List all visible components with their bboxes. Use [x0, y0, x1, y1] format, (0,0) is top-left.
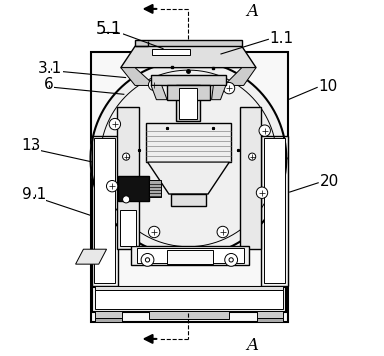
Polygon shape [91, 61, 286, 256]
Bar [257, 318, 283, 322]
Text: 5.1: 5.1 [96, 20, 122, 38]
Polygon shape [121, 68, 155, 85]
Text: 1.1: 1.1 [270, 31, 294, 46]
Bar [131, 246, 249, 265]
Bar [151, 75, 226, 85]
Circle shape [122, 196, 130, 203]
Bar [95, 290, 283, 309]
Circle shape [248, 153, 256, 160]
Polygon shape [121, 46, 256, 68]
Bar [95, 318, 122, 322]
Bar [170, 194, 206, 206]
Circle shape [146, 258, 150, 262]
Circle shape [259, 125, 270, 136]
Bar [264, 138, 285, 283]
Polygon shape [151, 85, 167, 100]
Circle shape [106, 180, 118, 192]
Bar [152, 49, 190, 55]
Bar [120, 210, 136, 246]
Circle shape [122, 153, 130, 160]
Circle shape [141, 253, 154, 266]
Bar [262, 136, 288, 286]
Bar [92, 136, 118, 286]
Circle shape [223, 83, 235, 94]
Text: 10: 10 [318, 79, 338, 94]
Text: 13: 13 [21, 138, 40, 153]
Bar [135, 40, 242, 46]
Polygon shape [76, 249, 106, 264]
Circle shape [149, 79, 160, 90]
Bar [149, 180, 161, 197]
Polygon shape [212, 85, 226, 100]
Bar [94, 138, 116, 283]
Text: 20: 20 [319, 174, 339, 189]
Bar [91, 52, 288, 322]
Circle shape [229, 258, 233, 262]
Bar [149, 311, 229, 319]
Text: 9.1: 9.1 [22, 187, 46, 201]
Bar [118, 176, 149, 201]
Bar [257, 311, 283, 319]
Bar [167, 250, 214, 264]
Text: A: A [246, 3, 258, 20]
Bar [92, 287, 286, 312]
Bar [117, 107, 139, 249]
Bar [179, 88, 197, 119]
Bar [146, 123, 231, 162]
Text: A: A [246, 337, 258, 354]
Bar [95, 311, 122, 319]
Bar [137, 248, 243, 263]
Text: 6: 6 [44, 77, 54, 92]
Bar [167, 85, 210, 100]
Bar [240, 107, 262, 249]
Bar [95, 286, 283, 290]
Bar [176, 85, 200, 121]
Circle shape [225, 253, 238, 266]
Circle shape [149, 226, 160, 238]
Circle shape [109, 119, 121, 130]
Polygon shape [224, 68, 256, 85]
Text: 3.1: 3.1 [38, 61, 63, 76]
Circle shape [217, 226, 228, 238]
Polygon shape [147, 162, 229, 194]
Circle shape [256, 187, 268, 198]
